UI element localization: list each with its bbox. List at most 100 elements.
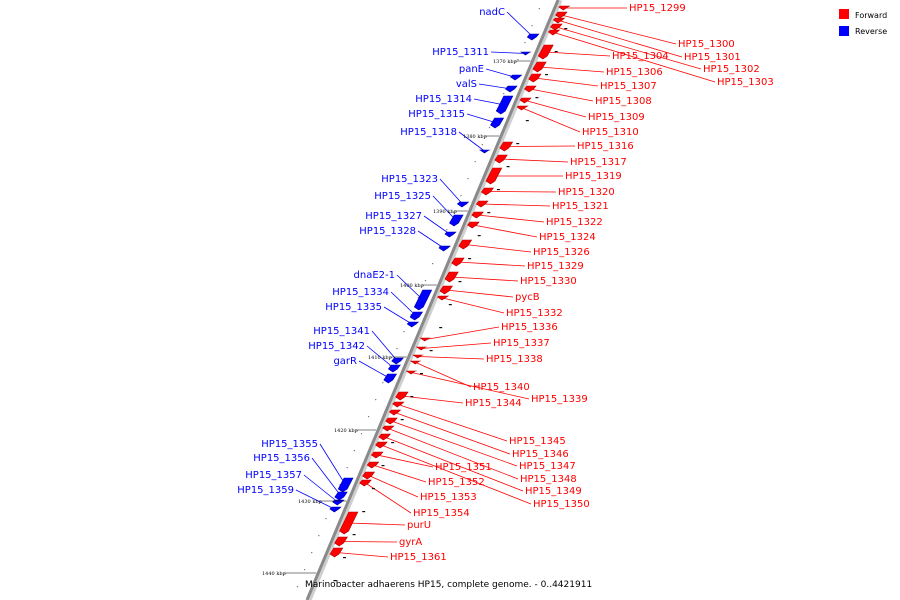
gene-glyph-hp15-1306[interactable] (532, 61, 547, 73)
gene-glyph-hp15-1327[interactable] (444, 231, 457, 238)
gene-label-hp15-1308[interactable]: HP15_1308 (595, 96, 652, 107)
gene-glyph-hp15-1302[interactable] (550, 23, 563, 31)
gene-glyph-hp15-1308[interactable] (524, 85, 537, 93)
gene-label-hp15-1326[interactable]: HP15_1326 (533, 247, 590, 258)
gene-glyph-hp15-1359[interactable] (329, 506, 342, 513)
gene-label-hp15-1332[interactable]: HP15_1332 (506, 308, 563, 319)
gene-glyph-nadc[interactable] (526, 33, 540, 41)
gene-glyph-hp15-1349[interactable] (378, 433, 392, 441)
gene-label-hp15-1339[interactable]: HP15_1339 (531, 394, 588, 405)
gene-label-vals[interactable]: valS (456, 79, 477, 90)
gene-label-hp15-1324[interactable]: HP15_1324 (539, 232, 596, 243)
gene-glyph-vals[interactable] (505, 85, 518, 93)
gene-glyph-hp15-1335[interactable] (406, 321, 420, 328)
gene-label-hp15-1337[interactable]: HP15_1337 (493, 338, 550, 349)
gene-glyph-hp15-1319[interactable] (485, 167, 503, 185)
gene-glyph-hp15-1310[interactable] (516, 105, 529, 111)
gene-label-hp15-1338[interactable]: HP15_1338 (486, 354, 543, 365)
gene-glyph-gyra[interactable] (334, 536, 348, 547)
gene-label-puru[interactable]: purU (407, 520, 431, 531)
gene-label-hp15-1309[interactable]: HP15_1309 (588, 112, 645, 123)
gene-label-hp15-1341[interactable]: HP15_1341 (313, 326, 370, 337)
gene-glyph-hp15-1332[interactable] (436, 295, 450, 301)
gene-glyph-hp15-1354[interactable] (359, 479, 372, 487)
gene-label-hp15-1318[interactable]: HP15_1318 (400, 127, 457, 138)
gene-label-hp15-1325[interactable]: HP15_1325 (374, 191, 431, 202)
gene-label-hp15-1300[interactable]: HP15_1300 (678, 39, 735, 50)
gene-glyph-hp15-1323[interactable] (456, 201, 470, 208)
gene-glyph-hp15-1322[interactable] (471, 211, 484, 219)
gene-label-dnae2-1[interactable]: dnaE2-1 (354, 270, 395, 281)
gene-label-hp15-1303[interactable]: HP15_1303 (717, 77, 774, 88)
gene-label-hp15-1356[interactable]: HP15_1356 (253, 453, 310, 464)
gene-glyph-garr[interactable] (383, 373, 398, 384)
gene-glyph-hp15-1334[interactable] (409, 311, 424, 321)
gene-label-garr[interactable]: garR (333, 356, 357, 367)
gene-label-hp15-1314[interactable]: HP15_1314 (415, 94, 472, 105)
gene-label-hp15-1336[interactable]: HP15_1336 (501, 322, 558, 333)
gene-glyph-hp15-1317[interactable] (494, 154, 508, 164)
gene-label-hp15-1340[interactable]: HP15_1340 (473, 382, 530, 393)
gene-glyph-hp15-1314[interactable] (495, 95, 514, 115)
gene-label-hp15-1329[interactable]: HP15_1329 (527, 261, 584, 272)
gene-glyph-hp15-1326[interactable] (458, 239, 473, 250)
gene-label-hp15-1357[interactable]: HP15_1357 (245, 470, 302, 481)
gene-label-pycb[interactable]: pycB (515, 292, 540, 303)
gene-glyph-hp15-1336[interactable] (419, 337, 431, 342)
gene-label-hp15-1321[interactable]: HP15_1321 (552, 201, 609, 212)
gene-label-hp15-1344[interactable]: HP15_1344 (465, 398, 522, 409)
gene-glyph-hp15-1300[interactable] (555, 11, 568, 19)
gene-glyph-hp15-1348[interactable] (382, 425, 395, 432)
gene-glyph-hp15-1361[interactable] (329, 547, 344, 558)
gene-label-hp15-1299[interactable]: HP15_1299 (629, 3, 686, 14)
gene-glyph-hp15-1350[interactable] (375, 441, 388, 449)
gene-glyph-pane[interactable] (510, 74, 523, 81)
gene-label-hp15-1342[interactable]: HP15_1342 (308, 341, 365, 352)
gene-label-hp15-1315[interactable]: HP15_1315 (408, 109, 465, 120)
gene-glyph-hp15-1299[interactable] (558, 5, 571, 11)
gene-label-hp15-1353[interactable]: HP15_1353 (420, 492, 477, 503)
gene-glyph-hp15-1321[interactable] (475, 200, 489, 208)
gene-label-hp15-1323[interactable]: HP15_1323 (381, 174, 438, 185)
gene-glyph-hp15-1325[interactable] (449, 214, 464, 227)
gene-label-hp15-1317[interactable]: HP15_1317 (570, 157, 627, 168)
gene-label-hp15-1307[interactable]: HP15_1307 (600, 81, 657, 92)
gene-glyph-hp15-1315[interactable] (490, 117, 505, 129)
gene-glyph-hp15-1303[interactable] (547, 29, 561, 36)
gene-label-hp15-1310[interactable]: HP15_1310 (582, 127, 639, 138)
gene-label-hp15-1345[interactable]: HP15_1345 (509, 436, 566, 447)
gene-glyph-hp15-1351[interactable] (370, 451, 384, 459)
gene-label-hp15-1334[interactable]: HP15_1334 (332, 287, 389, 298)
gene-glyph-hp15-1337[interactable] (415, 346, 427, 351)
gene-label-hp15-1349[interactable]: HP15_1349 (525, 486, 582, 497)
gene-label-hp15-1359[interactable]: HP15_1359 (237, 485, 294, 496)
gene-label-nadc[interactable]: nadC (479, 7, 505, 18)
gene-glyph-hp15-1311[interactable] (520, 51, 532, 56)
gene-label-hp15-1348[interactable]: HP15_1348 (520, 474, 577, 485)
gene-glyph-hp15-1328[interactable] (438, 245, 451, 252)
gene-label-hp15-1322[interactable]: HP15_1322 (546, 217, 603, 228)
gene-label-hp15-1311[interactable]: HP15_1311 (432, 47, 489, 58)
gene-label-hp15-1304[interactable]: HP15_1304 (612, 51, 669, 62)
gene-glyph-hp15-1347[interactable] (385, 417, 398, 425)
gene-glyph-hp15-1342[interactable] (387, 364, 401, 373)
gene-label-hp15-1327[interactable]: HP15_1327 (365, 211, 422, 222)
gene-label-hp15-1346[interactable]: HP15_1346 (512, 449, 569, 460)
gene-label-gyra[interactable]: gyrA (399, 537, 422, 548)
gene-glyph-hp15-1356[interactable] (334, 491, 348, 501)
gene-label-hp15-1355[interactable]: HP15_1355 (261, 439, 318, 450)
gene-glyph-hp15-1318[interactable] (479, 149, 491, 154)
gene-glyph-hp15-1346[interactable] (388, 409, 402, 416)
gene-glyph-hp15-1304[interactable] (537, 44, 554, 60)
gene-label-hp15-1319[interactable]: HP15_1319 (565, 171, 622, 182)
gene-label-hp15-1354[interactable]: HP15_1354 (413, 508, 470, 519)
gene-glyph-hp15-1352[interactable] (366, 461, 380, 469)
gene-label-hp15-1306[interactable]: HP15_1306 (606, 67, 663, 78)
gene-glyph-hp15-1339[interactable] (405, 370, 417, 375)
gene-glyph-hp15-1309[interactable] (519, 97, 532, 104)
gene-glyph-hp15-1301[interactable] (552, 17, 566, 24)
gene-label-hp15-1351[interactable]: HP15_1351 (435, 462, 492, 473)
gene-label-hp15-1361[interactable]: HP15_1361 (390, 552, 447, 563)
gene-label-hp15-1330[interactable]: HP15_1330 (520, 276, 577, 287)
gene-glyph-hp15-1320[interactable] (480, 187, 494, 196)
